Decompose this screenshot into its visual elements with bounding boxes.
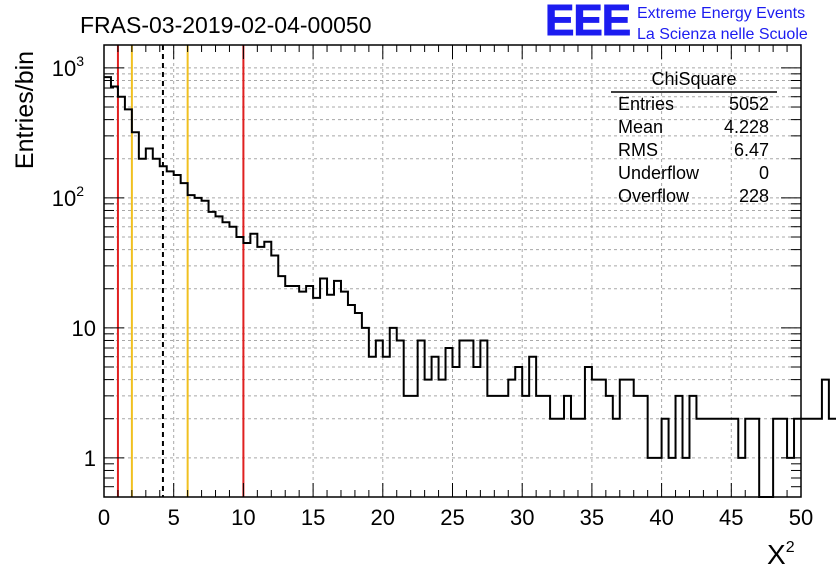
x-tick-label: 35 xyxy=(580,505,604,530)
x-axis-label-base: X xyxy=(767,539,786,570)
x-tick-label: 25 xyxy=(440,505,464,530)
stats-value: 4.228 xyxy=(724,117,769,137)
y-tick-label-exponent: 3 xyxy=(76,53,84,69)
x-tick-label: 40 xyxy=(649,505,673,530)
y-tick-label: 10 xyxy=(72,316,96,341)
y-tick-label-base: 1 xyxy=(84,446,96,471)
grid-lines xyxy=(103,45,802,497)
stats-value: 0 xyxy=(759,163,769,183)
stats-label: Entries xyxy=(618,94,674,114)
x-axis-label: X2 xyxy=(767,539,795,570)
eee-logo-mark: EEE xyxy=(544,0,631,45)
eee-logo-line-1: Extreme Energy Events xyxy=(637,5,806,22)
x-tick-label: 20 xyxy=(371,505,395,530)
stats-box-rows: Entries 5052 Mean 4.228 RMS 6.47 Underflow 0 Ove… xyxy=(618,94,769,206)
y-tick-label-base: 10 xyxy=(52,186,76,211)
y-tick-label: 102 xyxy=(52,183,84,211)
stats-box: ChiSquare Entries 5052 Mean 4.228 RMS 6.47 Und… xyxy=(611,69,777,206)
chart-title: FRAS-03-2019-02-04-00050 xyxy=(80,12,372,38)
stats-value: 228 xyxy=(739,186,769,206)
marker-lines xyxy=(116,45,245,497)
axis-ticks xyxy=(103,45,802,498)
eee-logo-line-2: La Scienza nelle Scuole xyxy=(637,26,808,43)
x-tick-label: 0 xyxy=(98,505,110,530)
y-tick-label-base: 10 xyxy=(52,56,76,81)
y-tick-label: 103 xyxy=(52,53,84,81)
stats-value: 5052 xyxy=(729,94,769,114)
eee-logo: EEE Extreme Energy Events La Scienza nel… xyxy=(544,0,835,48)
histogram-steps xyxy=(104,76,836,498)
stats-box-title: ChiSquare xyxy=(651,69,736,89)
stats-value: 6.47 xyxy=(734,140,769,160)
x-tick-labels: 0 5 10 15 20 25 30 35 40 45 50 xyxy=(98,505,813,530)
x-axis-label-exponent: 2 xyxy=(786,539,795,556)
y-axis-label: Entries/bin xyxy=(11,51,39,169)
stats-label: RMS xyxy=(618,140,658,160)
x-tick-label: 50 xyxy=(789,505,813,530)
y-tick-label-exponent: 2 xyxy=(76,183,84,199)
x-tick-label: 15 xyxy=(301,505,325,530)
y-tick-label: 1 xyxy=(84,446,96,471)
x-tick-label: 45 xyxy=(719,505,743,530)
x-tick-label: 10 xyxy=(231,505,255,530)
x-tick-label: 5 xyxy=(168,505,180,530)
stats-label: Underflow xyxy=(618,163,700,183)
stats-label: Overflow xyxy=(618,186,690,206)
stats-label: Mean xyxy=(618,117,663,137)
y-tick-label-base: 10 xyxy=(72,316,96,341)
x-tick-label: 30 xyxy=(510,505,534,530)
